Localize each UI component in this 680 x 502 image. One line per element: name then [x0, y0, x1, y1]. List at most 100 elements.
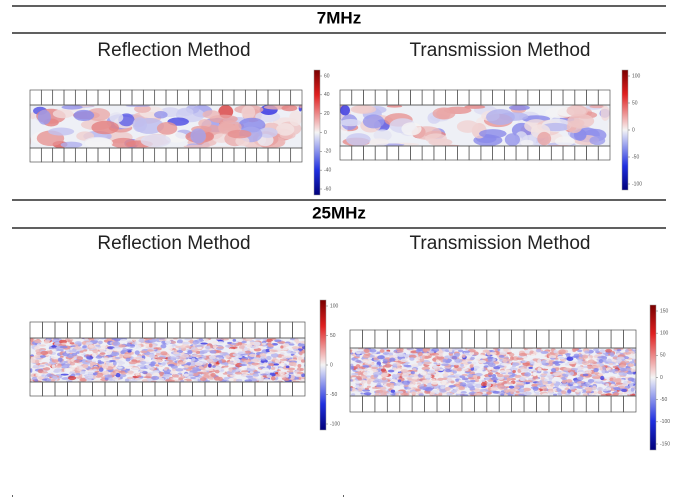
field-blob [548, 390, 554, 392]
field-blob [120, 339, 127, 341]
cell [487, 396, 499, 412]
field-blob [30, 338, 34, 342]
field-blob [631, 387, 635, 391]
field-blob [192, 367, 199, 371]
colorbar-label: 150 [660, 308, 669, 314]
field-blob [372, 387, 378, 389]
field-blob [38, 110, 51, 125]
field-blob [572, 350, 576, 352]
field-blob [268, 361, 272, 363]
cell [399, 146, 411, 160]
field-blob [182, 342, 190, 345]
cell [118, 322, 131, 338]
field-blob [504, 375, 510, 378]
field-blob [160, 344, 166, 348]
field-blob [35, 374, 41, 377]
cell [449, 330, 461, 348]
cell [93, 322, 106, 338]
field-blob [187, 350, 192, 354]
field-blob [151, 376, 159, 380]
field-blob [88, 369, 93, 372]
field-blob [140, 361, 147, 364]
field-blob [589, 393, 594, 395]
cell [352, 90, 364, 105]
field-blob [290, 351, 296, 354]
field-blob [42, 379, 47, 381]
field-blob [209, 355, 216, 359]
cell [55, 322, 68, 338]
cell [218, 382, 231, 396]
cell [291, 90, 302, 105]
field-blob [553, 394, 557, 396]
field-blob [551, 368, 556, 372]
cell [87, 90, 98, 105]
field-blob [490, 351, 497, 355]
field-blob [524, 372, 531, 376]
field-blob [399, 348, 403, 351]
cell [143, 382, 156, 396]
field-blob [567, 389, 571, 393]
field-blob [190, 362, 195, 366]
cell [143, 322, 156, 338]
field-blob [425, 133, 447, 143]
cell [528, 146, 540, 160]
field-blob [135, 350, 140, 354]
field-blob [74, 360, 80, 363]
cell [243, 382, 256, 396]
field-blob [54, 369, 62, 372]
field-blob [528, 367, 533, 369]
field-blob [544, 379, 548, 382]
cell [422, 90, 434, 105]
field-blob [171, 356, 176, 360]
field-blob [64, 361, 68, 363]
field-blob [518, 394, 524, 396]
cell [363, 90, 375, 105]
field-blob [75, 341, 82, 345]
field-blob [603, 358, 607, 362]
field-blob [377, 355, 385, 359]
field-blob [213, 359, 217, 363]
cell [109, 90, 120, 105]
field-blob [51, 379, 55, 382]
field-blob [281, 355, 287, 359]
colorbar-label: 50 [632, 100, 638, 106]
field-blob [46, 373, 52, 377]
cell [563, 146, 575, 160]
field-blob [277, 341, 285, 343]
field-blob [355, 368, 363, 371]
cell [399, 90, 411, 105]
field-blob [38, 365, 44, 367]
field-blob [173, 374, 179, 377]
field-blob [140, 350, 147, 353]
field-blob [566, 105, 588, 117]
field-blob [512, 370, 516, 373]
field-blob [441, 363, 449, 366]
field-blob [275, 359, 280, 363]
field-blob [465, 380, 471, 382]
field-blob [137, 375, 142, 377]
field-blob [448, 375, 456, 378]
field-blob [363, 371, 369, 375]
field-blob [264, 378, 270, 382]
field-blob [133, 357, 141, 360]
field-blob [548, 355, 556, 358]
field-blob [535, 393, 540, 395]
field-blob [33, 365, 39, 369]
field-blob [130, 344, 135, 346]
field-blob [253, 374, 259, 377]
field-blob [119, 354, 123, 358]
field-blob [177, 339, 183, 343]
field-blob [262, 338, 267, 341]
field-blob [185, 346, 191, 348]
field-blob [424, 374, 432, 378]
field-blob [301, 350, 305, 354]
field-blob [390, 384, 394, 388]
panel-title: Transmission Method [410, 40, 591, 61]
colorbar-label: 20 [324, 111, 330, 117]
cell [243, 322, 256, 338]
colorbar-label: -60 [324, 186, 331, 192]
field-blob [230, 375, 236, 377]
cell [205, 322, 218, 338]
field-blob [433, 362, 437, 364]
field-blob [516, 357, 523, 360]
